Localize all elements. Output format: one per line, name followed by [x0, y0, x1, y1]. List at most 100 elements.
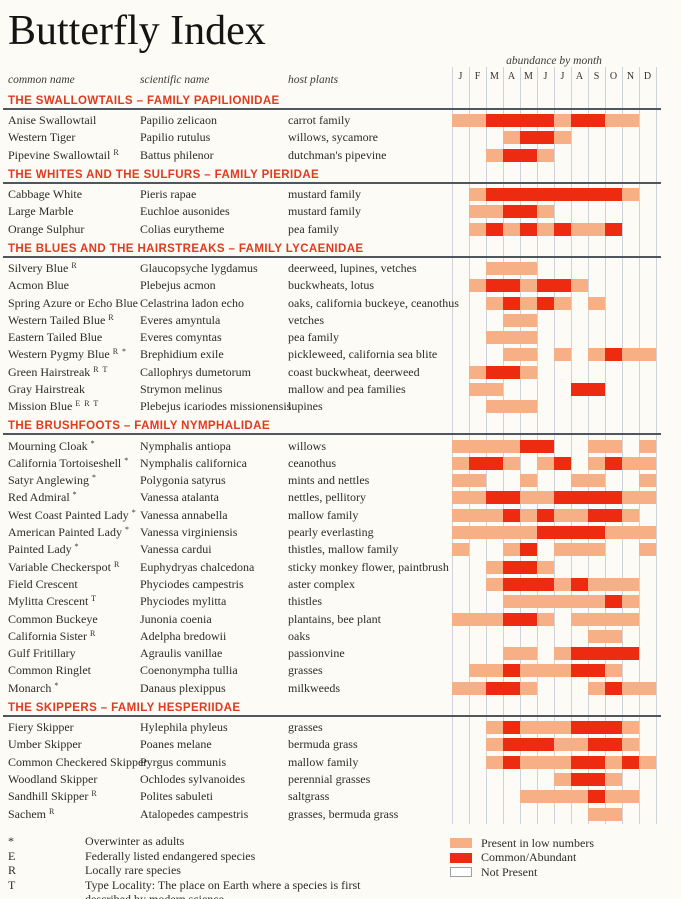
- abundance-cell: [537, 383, 554, 396]
- scientific-name: Celastrina ladon echo: [140, 295, 244, 310]
- abundance-cell: [622, 131, 639, 144]
- column-header-host-plants: host plants: [288, 74, 339, 86]
- abundance-cell: [571, 664, 588, 678]
- host-plants: mallow and pea families: [288, 382, 406, 396]
- abundance-cell: [571, 114, 588, 128]
- scientific-name: Colias eurytheme: [140, 221, 225, 236]
- month-label: J: [458, 71, 463, 82]
- abundance-cell: [588, 149, 605, 162]
- abundance-bar-row: [452, 577, 656, 591]
- abundance-cell: [469, 331, 486, 344]
- abundance-cell: [588, 561, 605, 574]
- abundance-cell: [622, 508, 639, 522]
- abundance-cell: [486, 439, 503, 453]
- common-name: Red Admiral *: [8, 490, 78, 505]
- abundance-cell: [503, 222, 520, 236]
- host-plants: nettles, pellitory: [288, 490, 366, 505]
- species-row: Western Tiger Papilio rutulus willows, syc…: [0, 129, 681, 146]
- abundance-bar-row: [452, 331, 656, 345]
- abundance-cell: [571, 348, 588, 361]
- abundance-cell: [486, 790, 503, 803]
- abundance-cell: [452, 808, 469, 821]
- host-plants: mallow family: [288, 507, 359, 522]
- abundance-cell: [520, 595, 537, 609]
- host-plants: mustard family: [288, 204, 361, 219]
- abundance-cell: [571, 630, 588, 643]
- abundance-bar-row: [452, 721, 656, 735]
- host-plants: pea family: [288, 330, 339, 345]
- abundance-cell: [588, 279, 605, 292]
- legend-swatch-low: [450, 838, 472, 849]
- footnote-marks: *: [89, 473, 97, 483]
- abundance-cell: [605, 400, 622, 413]
- abundance-cell: [520, 808, 537, 821]
- legend-label: Common/Abundant: [481, 850, 577, 865]
- abundance-cell: [469, 439, 486, 453]
- abundance-cell: [520, 474, 537, 488]
- abundance-cell: [537, 612, 554, 626]
- abundance-cell: [452, 561, 469, 574]
- abundance-cell: [622, 331, 639, 344]
- abundance-cell: [469, 612, 486, 626]
- species-row: Gray Hairstreak Strymon melinus mallow and…: [0, 381, 681, 398]
- abundance-cell: [639, 755, 656, 769]
- abundance-cell: [571, 682, 588, 695]
- family-section-header: THE SWALLOWTAILS – FAMILY PAPILIONIDAE: [3, 92, 661, 110]
- abundance-cell: [486, 114, 503, 128]
- abundance-cell: [537, 439, 554, 453]
- abundance-cell: [639, 279, 656, 292]
- common-name: Eastern Tailed Blue: [8, 330, 103, 345]
- abundance-cell: [622, 205, 639, 218]
- host-plants: milkweeds: [288, 680, 340, 695]
- abundance-cell: [571, 440, 588, 453]
- species-row: Large Marble Euchloe ausonides mustard fam…: [0, 203, 681, 220]
- abundance-cell: [639, 348, 656, 362]
- abundance-cell: [622, 314, 639, 327]
- abundance-cell: [452, 131, 469, 144]
- scientific-name: Strymon melinus: [140, 382, 223, 396]
- abundance-cell: [469, 595, 486, 608]
- abundance-cell: [639, 456, 656, 470]
- abundance-cell: [571, 543, 588, 557]
- abundance-cell: [469, 491, 486, 505]
- abundance-cell: [639, 223, 656, 236]
- common-name: Mission Blue E R T: [8, 399, 100, 414]
- species-row: American Painted Lady * Vanessa virginien…: [0, 524, 681, 541]
- abundance-cell: [537, 188, 554, 202]
- abundance-cell: [537, 314, 554, 327]
- host-plants: dutchman's pipevine: [288, 147, 387, 162]
- abundance-cell: [486, 279, 503, 293]
- abundance-bar-row: [452, 131, 656, 145]
- abundance-cell: [622, 262, 639, 275]
- abundance-cell: [537, 131, 554, 145]
- abundance-cell: [554, 474, 571, 487]
- month-label: S: [593, 71, 600, 82]
- abundance-cell: [588, 348, 605, 362]
- abundance-bar-row: [452, 474, 656, 488]
- scientific-name: Atalopedes campestris: [140, 806, 249, 821]
- abundance-cell: [622, 577, 639, 591]
- abundance-cell: [520, 560, 537, 574]
- common-name: Western Tiger: [8, 130, 76, 145]
- legend-label: Present in low numbers: [481, 835, 594, 850]
- abundance-cell: [622, 755, 639, 769]
- abundance-cell: [469, 664, 486, 678]
- month-label: J: [560, 71, 565, 82]
- footnote-marks: R T: [90, 364, 109, 374]
- abundance-cell: [622, 721, 639, 735]
- abundance-cell: [639, 491, 656, 505]
- abundance-cell: [571, 738, 588, 752]
- abundance-cell: [639, 366, 656, 379]
- abundance-bar-row: [452, 188, 656, 202]
- abundance-cell: [588, 474, 605, 488]
- page-title: Butterfly Index: [8, 8, 266, 54]
- abundance-cell: [503, 188, 520, 202]
- abundance-cell: [452, 491, 469, 505]
- abundance-cell: [588, 222, 605, 236]
- abundance-cell: [520, 131, 537, 145]
- species-row: Silvery Blue R Glaucopsyche lygdamus deerw…: [0, 260, 681, 277]
- abundance-cell: [486, 738, 503, 752]
- abundance-cell: [554, 348, 571, 362]
- abundance-cell: [554, 366, 571, 379]
- abundance-cell: [503, 296, 520, 310]
